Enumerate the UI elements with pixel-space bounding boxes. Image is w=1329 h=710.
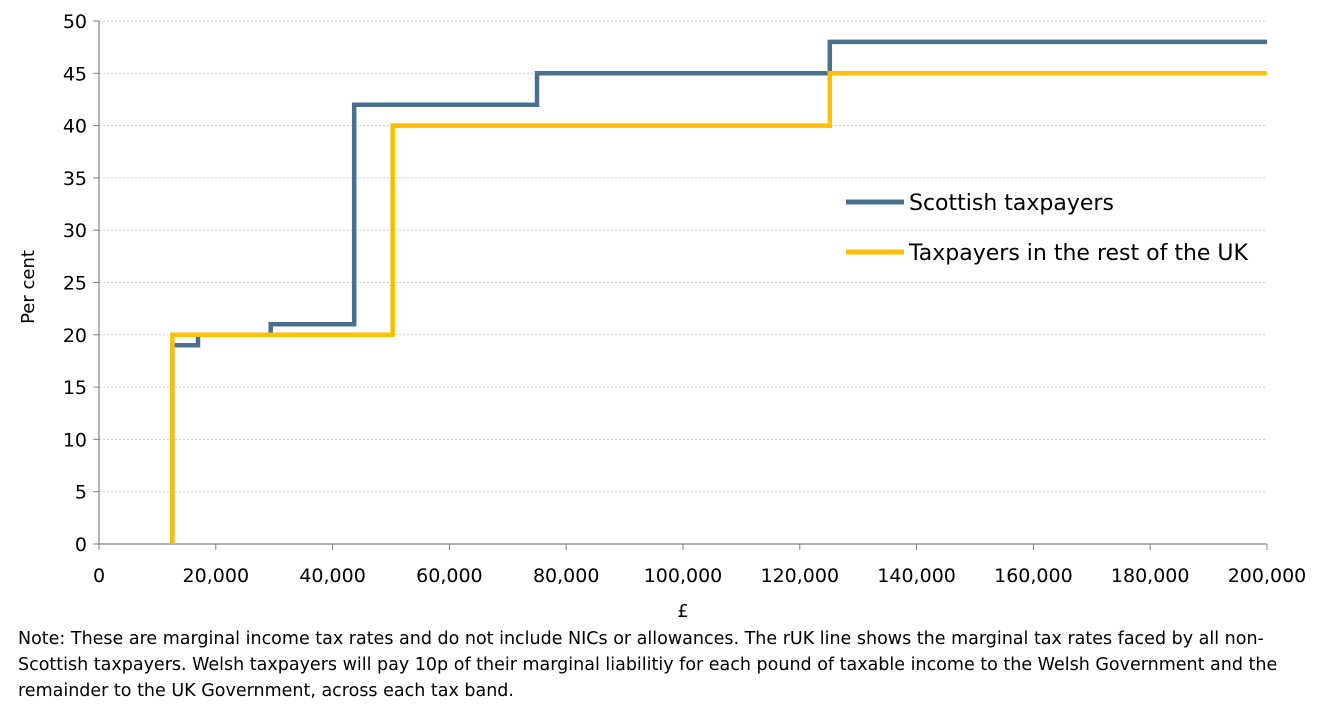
y-axis-ticks: 0 5 10 15 20 25 30 35 40 45 50 (63, 11, 99, 556)
x-tick-label: 60,000 (416, 565, 482, 587)
y-tick-label: 15 (63, 377, 87, 399)
x-axis-ticks: 0 20,000 40,000 60,000 80,000 100,000 120,000 1… (93, 544, 1306, 587)
y-tick-label: 5 (75, 482, 87, 504)
x-tick-label: 40,000 (299, 565, 365, 587)
y-tick-label: 50 (63, 11, 87, 33)
x-tick-label: 200,000 (1228, 565, 1307, 587)
x-tick-label: 160,000 (994, 565, 1073, 587)
legend: Scottish taxpayers Taxpayers in the rest… (846, 191, 1249, 266)
y-tick-label: 10 (63, 429, 87, 451)
legend-label-scottish: Scottish taxpayers (909, 191, 1114, 216)
x-axis-title: £ (677, 601, 688, 622)
y-tick-label: 25 (63, 273, 87, 295)
y-tick-label: 35 (63, 168, 87, 190)
legend-label-ruk: Taxpayers in the rest of the UK (908, 241, 1249, 266)
series-line-scottish (170, 39, 1267, 544)
y-tick-label: 20 (63, 325, 87, 347)
y-tick-label: 45 (63, 63, 87, 85)
series-lines (170, 39, 1267, 544)
x-tick-label: 180,000 (1111, 565, 1190, 587)
x-tick-label: 140,000 (877, 565, 956, 587)
x-tick-label: 0 (93, 565, 105, 587)
y-axis-title: Per cent (18, 250, 39, 324)
marginal-tax-rate-chart: 0 5 10 15 20 25 30 35 40 45 50 0 20,000 40,000 60,000… (18, 11, 1306, 622)
y-tick-label: 40 (63, 116, 87, 138)
x-tick-label: 80,000 (533, 565, 599, 587)
series-line-ruk (170, 71, 1267, 544)
x-tick-label: 100,000 (644, 565, 723, 587)
y-tick-label: 30 (63, 220, 87, 242)
x-tick-label: 20,000 (183, 565, 249, 587)
y-tick-label: 0 (75, 534, 87, 556)
chart-note: Note: These are marginal income tax rate… (18, 629, 1278, 701)
x-tick-label: 120,000 (761, 565, 840, 587)
